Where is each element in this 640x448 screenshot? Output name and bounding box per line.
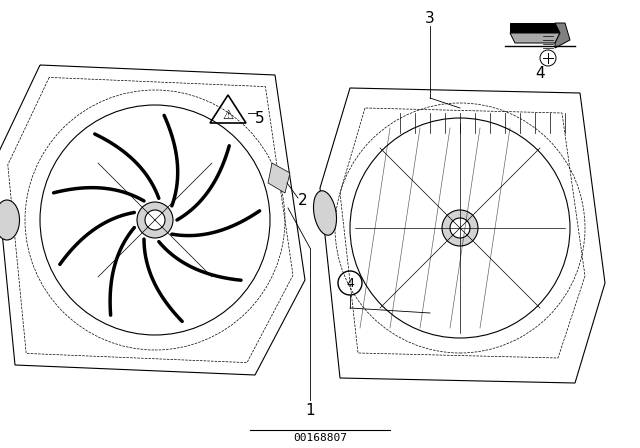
Text: 3: 3 [425,10,435,26]
Text: 4: 4 [535,65,545,81]
Circle shape [450,218,470,238]
Ellipse shape [314,191,337,235]
Circle shape [137,202,173,238]
Circle shape [145,210,165,230]
Polygon shape [555,23,570,48]
Text: ⚠: ⚠ [222,108,234,121]
Text: 4: 4 [346,276,354,289]
Text: 2: 2 [298,193,308,207]
Polygon shape [510,23,560,33]
Polygon shape [510,33,560,43]
Circle shape [442,210,478,246]
Text: 1: 1 [305,402,315,418]
Text: 00168807: 00168807 [293,433,347,443]
Text: 5: 5 [255,111,264,125]
Ellipse shape [0,200,19,240]
Polygon shape [268,163,290,193]
